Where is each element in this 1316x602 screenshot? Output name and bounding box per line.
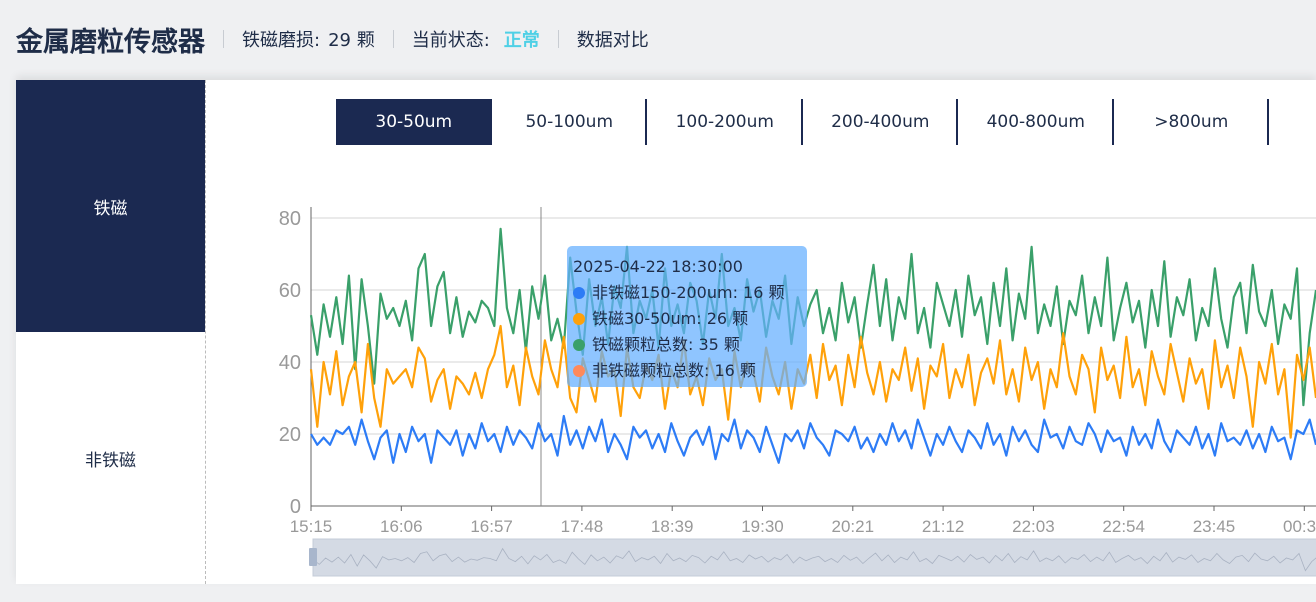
tab-400-800um[interactable]: 400-800um	[958, 99, 1114, 145]
series-line-1	[309, 324, 1316, 439]
x-tick-label: 16:06	[380, 517, 423, 536]
tooltip-label: 铁磁颗粒总数: 35 颗	[592, 335, 740, 354]
tooltip-row: 非铁磁颗粒总数: 16 颗	[573, 358, 801, 384]
page-header: 金属磨粒传感器 铁磁磨损: 29 颗 当前状态: 正常 数据对比	[0, 0, 1316, 78]
sidebar: 铁磁 非铁磁	[16, 80, 206, 584]
divider	[557, 30, 559, 48]
x-tick-label: 18:39	[651, 517, 694, 536]
size-tabs: 30-50um 50-100um 100-200um 200-400um 400…	[336, 99, 1269, 145]
tooltip-time: 2025-04-22 18:30:00	[573, 257, 743, 276]
status-label: 当前状态:	[411, 30, 490, 51]
y-tick-label: 80	[279, 208, 301, 230]
chart-tooltip: 2025-04-22 18:30:00 非铁磁150-200um: 16 颗 铁…	[567, 246, 807, 387]
x-tick-label: 21:12	[922, 517, 965, 536]
status-badge: 正常	[503, 30, 540, 51]
series-line-2	[310, 414, 1316, 464]
sidebar-item-nonferrous[interactable]: 非铁磁	[85, 450, 136, 471]
tab-50-100um[interactable]: 50-100um	[492, 99, 648, 145]
tooltip-row: 铁磁颗粒总数: 35 颗	[573, 332, 801, 358]
divider	[223, 30, 224, 48]
x-tick-label: 22:03	[1012, 517, 1055, 536]
sidebar-item-ferrous[interactable]: 铁磁	[16, 80, 205, 332]
x-tick-label: 19:30	[741, 517, 784, 536]
tooltip-label: 铁磁30-50um: 26 颗	[592, 309, 749, 328]
divider	[392, 30, 394, 48]
series-line-0	[309, 227, 1316, 407]
tab-100-200um[interactable]: 100-200um	[647, 99, 803, 145]
x-tick-label: 20:21	[832, 517, 875, 536]
page-title: 金属磨粒传感器	[16, 26, 205, 58]
y-tick-label: 0	[290, 496, 301, 518]
series-dot-icon	[573, 365, 585, 377]
tooltip-label: 非铁磁150-200um: 16 颗	[592, 283, 785, 302]
data-zoom-handle-icon[interactable]	[309, 548, 317, 566]
y-tick-label: 20	[279, 424, 301, 446]
x-tick-label: 23:45	[1193, 517, 1236, 536]
y-tick-label: 40	[279, 352, 301, 374]
wear-value: 29 颗	[328, 30, 375, 51]
series-dot-icon	[573, 287, 585, 299]
tooltip-row: 非铁磁150-200um: 16 颗	[573, 280, 801, 306]
x-tick-label: 15:15	[290, 517, 333, 536]
wear-label: 铁磁磨损:	[242, 30, 321, 51]
x-tick-label: 00:36	[1283, 517, 1316, 536]
tooltip-row: 铁磁30-50um: 26 颗	[573, 306, 801, 332]
x-tick-label: 17:48	[561, 517, 604, 536]
x-tick-label: 16:57	[470, 517, 513, 536]
data-zoom-preview	[312, 547, 1316, 572]
data-compare-link[interactable]: 数据对比	[576, 30, 649, 51]
y-tick-label: 60	[279, 280, 301, 302]
series-dot-icon	[573, 339, 585, 351]
tooltip-label: 非铁磁颗粒总数: 16 颗	[592, 361, 756, 380]
tab-800um-plus[interactable]: >800um	[1114, 99, 1270, 145]
series-dot-icon	[573, 313, 585, 325]
tab-200-400um[interactable]: 200-400um	[803, 99, 959, 145]
x-tick-label: 22:54	[1102, 517, 1145, 536]
tab-30-50um[interactable]: 30-50um	[336, 99, 492, 145]
